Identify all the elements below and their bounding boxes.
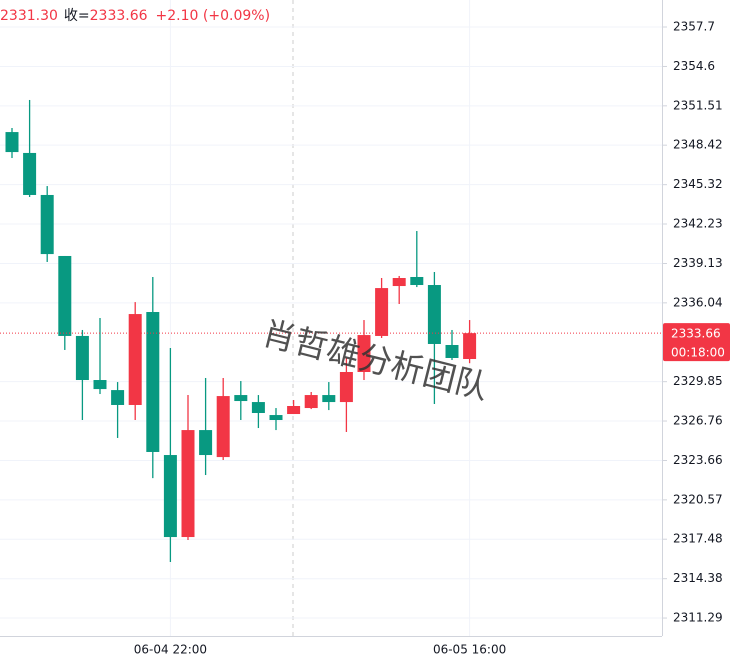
x-tick-label: 06-04 22:00 — [134, 643, 207, 657]
candle-body — [463, 333, 477, 360]
candle-body — [163, 455, 177, 538]
y-tick-label: 2339.13 — [673, 256, 723, 270]
y-tick-label: 2348.42 — [673, 138, 723, 152]
y-tick-label: 2317.48 — [673, 532, 723, 546]
y-tick-label: 2320.57 — [673, 492, 723, 506]
y-tick-label: 2351.51 — [673, 98, 723, 112]
header-change: +2.10 (+0.09%) — [156, 8, 270, 24]
candle-body — [251, 402, 265, 414]
candle-body — [269, 415, 283, 421]
header: 2331.30 收=2333.66 +2.10 (+0.09%) — [0, 8, 270, 24]
candle-body — [146, 312, 160, 452]
candle-body — [216, 396, 230, 458]
header-close-label: 收= — [64, 8, 90, 24]
y-tick-label: 2336.04 — [673, 295, 723, 309]
candle-body — [234, 395, 248, 402]
candle-body — [304, 395, 318, 409]
candle-body — [199, 430, 213, 456]
y-tick-label: 2311.29 — [673, 611, 723, 625]
y-tick-label: 2345.32 — [673, 177, 723, 191]
candle-body — [181, 430, 195, 538]
candle-body — [128, 314, 142, 405]
candle-body — [23, 152, 37, 195]
candle-body — [58, 255, 72, 336]
candle-body — [93, 380, 107, 390]
candle-body — [322, 395, 336, 403]
candle-body — [375, 288, 389, 336]
candle-body — [339, 371, 353, 403]
last-price-box — [663, 323, 730, 362]
y-tick-label: 2342.23 — [673, 217, 723, 231]
y-tick-label: 2326.76 — [673, 414, 723, 428]
candle-body — [392, 278, 406, 287]
header-close: 2333.66 — [90, 8, 148, 24]
y-tick-label: 2323.66 — [673, 453, 723, 467]
candle-body — [445, 344, 459, 358]
last-price-label: 2333.66 — [671, 327, 721, 341]
header-low: 2331.30 — [0, 8, 58, 24]
y-tick-label: 2314.38 — [673, 571, 723, 585]
candle-body — [357, 335, 371, 372]
x-tick-label: 06-05 16:00 — [433, 643, 506, 657]
candle-body — [427, 285, 441, 344]
y-tick-label: 2357.7 — [673, 19, 715, 33]
y-tick-label: 2354.6 — [673, 59, 715, 73]
candle-body — [111, 390, 125, 405]
countdown: 00:18:00 — [671, 346, 725, 360]
candle-body — [5, 132, 19, 153]
candle-body — [410, 276, 424, 286]
y-tick-label: 2329.85 — [673, 374, 723, 388]
candle-body — [75, 335, 89, 381]
candle-body — [287, 406, 301, 415]
candle-body — [40, 194, 54, 255]
